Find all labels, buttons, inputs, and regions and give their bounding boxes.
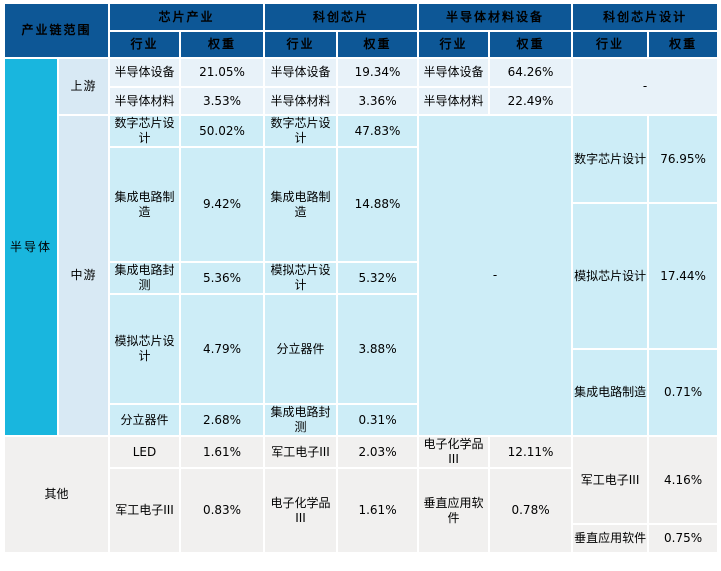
group-header-star-chip-design: 科创芯片设计 <box>571 2 720 32</box>
weight-cell: 5.36% <box>179 261 266 295</box>
group-header-semi-materials-equipment: 半导体材料设备 <box>417 2 574 32</box>
table-row: 半导体材料 3.53% 半导体材料 3.36% 半导体材料 22.49% <box>4 86 718 116</box>
industry-cell: 模拟芯片设计 <box>108 293 182 405</box>
weight-cell: 1.61% <box>336 467 420 554</box>
table-row: 军工电子III 0.83% 电子化学品III 1.61% 垂直应用软件 0.78… <box>4 467 718 554</box>
weight-cell: 3.36% <box>336 86 420 116</box>
subheader-industry: 行业 <box>417 30 491 59</box>
empty-cell-semi-materials-midstream: - <box>417 114 574 437</box>
subheader-industry: 行业 <box>263 30 339 59</box>
industry-cell: 数字芯片设计 <box>571 114 650 204</box>
industry-cell: 半导体材料 <box>263 86 339 116</box>
industry-cell: 电子化学品III <box>263 467 339 554</box>
empty-cell-star-chip-design-upstream: - <box>571 57 720 116</box>
weight-cell: 0.31% <box>336 403 420 437</box>
industry-cell: 集成电路封测 <box>108 261 182 295</box>
industry-cell: 半导体材料 <box>108 86 182 116</box>
industry-cell: 模拟芯片设计 <box>571 202 650 350</box>
table-row: 分立器件 2.68% 集成电路封测 0.31% <box>4 403 718 437</box>
industry-cell: 军工电子III <box>263 435 339 469</box>
rowlabel-upstream: 上游 <box>56 57 111 116</box>
table-row: 中游 数字芯片设计 50.02% 数字芯片设计 47.83% - 数字芯片设计 … <box>4 114 720 437</box>
industry-cell: 数字芯片设计 <box>263 114 339 148</box>
table-row: 半导体 上游 半导体设备 21.05% 半导体设备 19.34% 半导体设备 6… <box>3 57 720 437</box>
table-row: 模拟芯片设计 17.44% <box>4 202 720 350</box>
table-row: 垂直应用软件 0.75% <box>4 523 720 554</box>
weight-cell: 9.42% <box>179 146 266 263</box>
weight-cell: 47.83% <box>336 114 420 148</box>
weight-cell: 12.11% <box>488 435 574 469</box>
table-row: 其他 LED 1.61% 军工电子III 2.03% 电子化学品III 12.1… <box>2 435 720 554</box>
industry-cell: 军工电子III <box>571 435 650 525</box>
weight-cell: 2.03% <box>336 435 420 469</box>
table-row: 模拟芯片设计 4.79% 分立器件 3.88% <box>4 293 718 405</box>
industry-cell: 分立器件 <box>263 293 339 405</box>
industry-cell: 集成电路封测 <box>263 403 339 437</box>
industry-chain-table: 产业链范围 芯片产业 科创芯片 半导体材料设备 科创芯片设计 行业 权重 行业 … <box>2 2 720 554</box>
weight-cell: 0.83% <box>179 467 266 554</box>
industry-cell: 半导体设备 <box>417 57 491 88</box>
weight-cell: 3.53% <box>179 86 266 116</box>
industry-cell: 数字芯片设计 <box>108 114 182 148</box>
weight-cell: 4.16% <box>647 435 720 525</box>
industry-cell: LED <box>108 435 182 469</box>
header-group-row: 产业链范围 芯片产业 科创芯片 半导体材料设备 科创芯片设计 <box>2 2 720 59</box>
weight-cell: 76.95% <box>647 114 720 204</box>
weight-cell: 1.61% <box>179 435 266 469</box>
weight-cell: 3.88% <box>336 293 420 405</box>
table-row: 集成电路制造 0.71% <box>4 348 720 437</box>
weight-cell: 0.75% <box>647 523 720 554</box>
table-row: 集成电路制造 9.42% 集成电路制造 14.88% <box>4 146 718 263</box>
industry-cell: 集成电路制造 <box>263 146 339 263</box>
weight-cell: 50.02% <box>179 114 266 148</box>
industry-cell: 模拟芯片设计 <box>263 261 339 295</box>
industry-cell: 集成电路制造 <box>571 348 650 437</box>
industry-cell: 军工电子III <box>108 467 182 554</box>
weight-cell: 0.78% <box>488 467 574 554</box>
industry-cell: 垂直应用软件 <box>417 467 491 554</box>
weight-cell: 0.71% <box>647 348 720 437</box>
industry-cell: 半导体设备 <box>108 57 182 88</box>
weight-cell: 2.68% <box>179 403 266 437</box>
weight-cell: 19.34% <box>336 57 420 88</box>
weight-cell: 14.88% <box>336 146 420 263</box>
subheader-industry: 行业 <box>571 30 650 59</box>
weight-cell: 17.44% <box>647 202 720 350</box>
subheader-weight: 权重 <box>488 30 574 59</box>
subheader-industry: 行业 <box>108 30 182 59</box>
industry-cell: 半导体材料 <box>417 86 491 116</box>
weight-cell: 4.79% <box>179 293 266 405</box>
subheader-weight: 权重 <box>179 30 266 59</box>
subheader-weight: 权重 <box>336 30 420 59</box>
table-row: 集成电路封测 5.36% 模拟芯片设计 5.32% <box>4 261 718 295</box>
group-header-star-chip: 科创芯片 <box>263 2 420 32</box>
industry-cell: 集成电路制造 <box>108 146 182 263</box>
weight-cell: 21.05% <box>179 57 266 88</box>
industry-cell: 半导体设备 <box>263 57 339 88</box>
rowlabel-midstream: 中游 <box>56 114 111 437</box>
industry-cell: 电子化学品III <box>417 435 491 469</box>
weight-cell: 64.26% <box>488 57 574 88</box>
rowgroup-semiconductor: 半导体 <box>3 57 59 437</box>
header-sub-row: 行业 权重 行业 权重 行业 权重 行业 权重 <box>4 30 720 59</box>
weight-cell: 5.32% <box>336 261 420 295</box>
weight-cell: 22.49% <box>488 86 574 116</box>
group-header-chip-industry: 芯片产业 <box>108 2 266 32</box>
industry-cell: 分立器件 <box>108 403 182 437</box>
subheader-weight: 权重 <box>647 30 720 59</box>
industry-cell: 垂直应用软件 <box>571 523 650 554</box>
corner-header: 产业链范围 <box>2 2 111 59</box>
rowlabel-other: 其他 <box>2 435 111 554</box>
